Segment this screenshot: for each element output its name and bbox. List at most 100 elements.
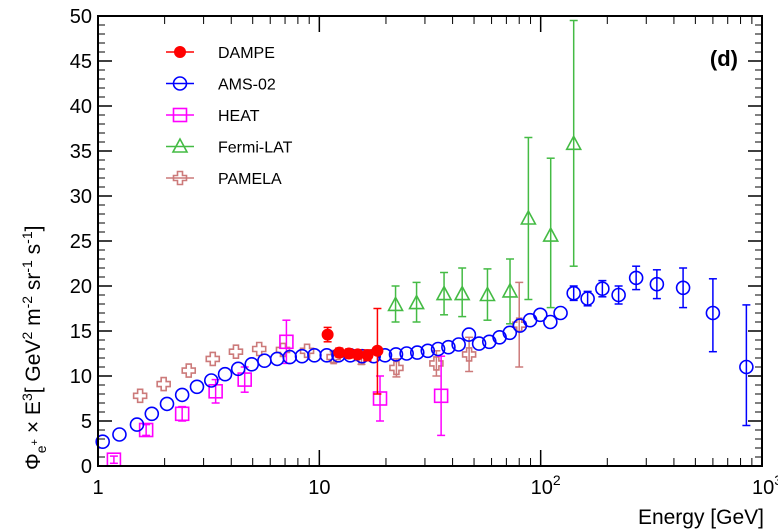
- data-point-ams-02: [144, 406, 160, 422]
- data-point-ams-02: [543, 314, 558, 330]
- data-point-pamela: [389, 360, 404, 376]
- data-layer: [95, 19, 754, 468]
- legend-label-fermi-lat: Fermi-LAT: [218, 140, 293, 157]
- data-point-ams-02: [553, 305, 568, 321]
- data-point-ams-02: [461, 327, 477, 342]
- y-tick-label: 20: [70, 276, 92, 298]
- data-point-ams-02: [739, 359, 754, 375]
- y-tick-label: 40: [70, 96, 92, 118]
- panel-label: (d): [710, 46, 738, 71]
- data-point-ams-02: [628, 270, 644, 286]
- data-point-pamela: [228, 344, 244, 360]
- data-point-ams-02: [230, 361, 246, 377]
- data-point-ams-02: [409, 345, 425, 360]
- data-point-ams-02: [705, 305, 721, 321]
- legend-label-pamela: PAMELA: [218, 171, 282, 188]
- data-point-dampe: [321, 328, 334, 341]
- data-point-ams-02: [420, 343, 436, 359]
- legend-item-pamela: PAMELA: [166, 170, 282, 188]
- series-fermi-lat: [387, 19, 583, 325]
- data-point-fermi-lat: [501, 282, 519, 298]
- legend-item-ams-02: AMS-02: [166, 76, 276, 94]
- data-point-pamela: [299, 343, 315, 359]
- data-point-heat: [237, 372, 252, 387]
- data-point-pamela: [156, 376, 171, 392]
- y-tick-label: 5: [81, 411, 92, 433]
- y-tick-label: 0: [81, 456, 92, 478]
- y-tick-label: 25: [70, 231, 92, 253]
- data-point-ams-02: [611, 287, 626, 303]
- legend-item-fermi-lat: Fermi-LAT: [166, 137, 293, 157]
- data-point-ams-02: [189, 379, 205, 395]
- plot-frame: [97, 15, 763, 467]
- data-point-pamela: [181, 363, 197, 378]
- series-heat: [106, 319, 449, 468]
- data-point-ams-02: [399, 346, 414, 361]
- y-tick-label: 50: [70, 6, 92, 28]
- x-axis-title: Energy [GeV]: [638, 506, 764, 529]
- data-point-fermi-lat: [520, 209, 537, 225]
- series-dampe: [321, 307, 384, 395]
- data-point-ams-02: [95, 434, 110, 450]
- data-point-fermi-lat: [387, 295, 404, 312]
- axis-label-layer: 0 5 10 15 20 25 30 35 40 45 50 1 10 102 103: [70, 6, 778, 499]
- data-point-ams-02: [112, 427, 127, 442]
- legend-item-dampe: DAMPE: [166, 45, 275, 62]
- data-point-fermi-lat: [479, 285, 496, 302]
- y-tick-label: 10: [70, 366, 92, 388]
- data-point-ams-02: [580, 291, 595, 306]
- data-point-heat: [372, 391, 388, 406]
- data-point-pamela: [461, 347, 477, 362]
- data-point-ams-02: [159, 396, 175, 412]
- data-point-dampe: [371, 344, 384, 357]
- data-point-ams-02: [129, 417, 145, 432]
- data-point-pamela: [429, 356, 444, 371]
- data-point-ams-02: [566, 285, 581, 301]
- data-point-ams-02: [217, 366, 233, 382]
- data-point-ams-02: [502, 325, 518, 341]
- data-point-ams-02: [174, 387, 190, 403]
- data-point-ams-02: [388, 347, 404, 362]
- data-point-ams-02: [649, 276, 665, 292]
- data-point-pamela: [205, 351, 221, 367]
- data-point-ams-02: [294, 348, 310, 364]
- data-point-ams-02: [675, 280, 691, 296]
- data-point-dampe: [351, 348, 364, 361]
- x-tick-label: 102: [531, 472, 561, 499]
- legend-marker-fermi-lat: [171, 137, 189, 153]
- data-point-ams-02: [244, 356, 260, 372]
- data-point-fermi-lat: [542, 226, 560, 242]
- data-point-ams-02: [269, 351, 285, 367]
- y-tick-label: 35: [70, 141, 92, 163]
- y-tick-label: 15: [70, 321, 92, 343]
- data-point-ams-02: [319, 347, 335, 363]
- y-axis-title: Φe+ × E3[ GeV2 m-2 sr-1 s-1]: [19, 226, 49, 470]
- data-point-ams-02: [451, 337, 466, 352]
- data-point-ams-02: [595, 281, 610, 297]
- data-point-heat: [174, 406, 190, 422]
- data-point-ams-02: [471, 336, 487, 351]
- legend-marker-heat: [172, 107, 188, 123]
- y-tick-label: 30: [70, 186, 92, 208]
- x-tick-label: 10: [308, 477, 330, 499]
- legend-label-dampe: DAMPE: [218, 45, 275, 62]
- x-tick-label: 103: [752, 472, 778, 499]
- data-point-fermi-lat: [408, 293, 425, 310]
- data-point-fermi-lat: [565, 134, 583, 151]
- data-point-ams-02: [430, 341, 446, 357]
- data-point-ams-02: [203, 373, 219, 388]
- data-point-pamela: [275, 342, 291, 358]
- data-point-ams-02: [532, 307, 548, 323]
- series-ams-02: [95, 265, 754, 450]
- legend-label-ams-02: AMS-02: [218, 77, 276, 94]
- data-point-dampe: [361, 349, 374, 362]
- tick-layer: [97, 15, 763, 467]
- data-point-ams-02: [441, 339, 456, 355]
- data-point-pamela: [132, 388, 148, 404]
- legend-marker-ams-02: [172, 76, 188, 91]
- legend-marker-pamela: [172, 170, 188, 186]
- x-tick-label: 1: [92, 477, 103, 499]
- data-point-fermi-lat: [453, 284, 471, 301]
- legend-marker-dampe: [174, 46, 186, 58]
